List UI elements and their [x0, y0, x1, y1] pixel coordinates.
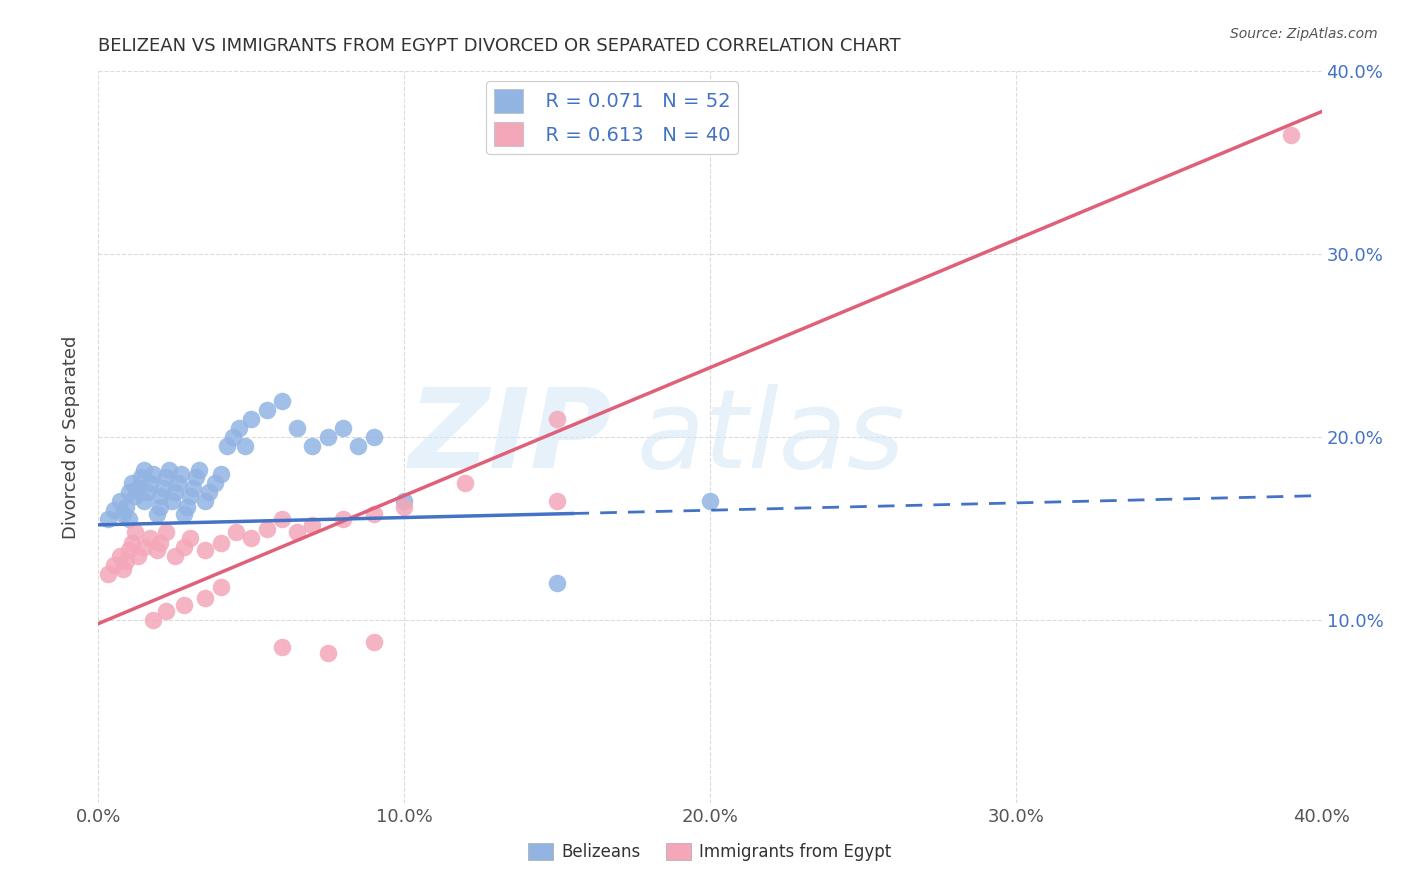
Point: [149, 536, 172, 550]
Point: [186, 470, 208, 484]
Point: [176, 500, 198, 514]
Point: [139, 475, 162, 490]
Point: [270, 512, 292, 526]
Point: [127, 481, 149, 495]
Point: [332, 421, 354, 435]
Point: [194, 591, 217, 605]
Point: [97, 567, 120, 582]
Point: [179, 531, 201, 545]
Point: [332, 512, 354, 526]
Point: [173, 540, 195, 554]
Point: [285, 525, 308, 540]
Point: [301, 439, 323, 453]
Point: [149, 500, 172, 514]
Text: ZIP: ZIP: [409, 384, 612, 491]
Point: [204, 475, 226, 490]
Point: [103, 558, 125, 573]
Point: [111, 507, 134, 521]
Point: [145, 543, 167, 558]
Point: [1279, 128, 1302, 143]
Point: [454, 475, 477, 490]
Point: [136, 485, 159, 500]
Point: [118, 485, 141, 500]
Point: [256, 521, 278, 535]
Point: [103, 503, 125, 517]
Point: [197, 485, 219, 500]
Point: [215, 439, 238, 453]
Point: [240, 531, 263, 545]
Point: [134, 463, 156, 477]
Point: [124, 489, 146, 503]
Text: BELIZEAN VS IMMIGRANTS FROM EGYPT DIVORCED OR SEPARATED CORRELATION CHART: BELIZEAN VS IMMIGRANTS FROM EGYPT DIVORC…: [98, 37, 901, 54]
Point: [163, 549, 186, 563]
Point: [228, 421, 250, 435]
Point: [149, 489, 172, 503]
Point: [121, 475, 143, 490]
Point: [181, 481, 204, 495]
Point: [118, 543, 141, 558]
Point: [124, 525, 146, 540]
Point: [160, 494, 183, 508]
Point: [145, 507, 167, 521]
Point: [363, 430, 385, 444]
Point: [134, 540, 156, 554]
Point: [363, 507, 385, 521]
Point: [127, 549, 149, 563]
Point: [392, 494, 416, 508]
Point: [155, 470, 177, 484]
Point: [173, 599, 195, 613]
Point: [194, 494, 217, 508]
Point: [209, 536, 232, 550]
Point: [115, 500, 138, 514]
Point: [118, 512, 141, 526]
Point: [316, 430, 339, 444]
Point: [233, 439, 256, 453]
Point: [142, 467, 165, 481]
Point: [170, 467, 193, 481]
Point: [194, 543, 217, 558]
Point: [225, 525, 247, 540]
Point: [699, 494, 721, 508]
Point: [155, 525, 177, 540]
Point: [209, 580, 232, 594]
Point: [363, 635, 385, 649]
Point: [240, 412, 263, 426]
Text: Source: ZipAtlas.com: Source: ZipAtlas.com: [1230, 27, 1378, 41]
Point: [301, 517, 323, 532]
Y-axis label: Divorced or Separated: Divorced or Separated: [62, 335, 80, 539]
Point: [157, 463, 180, 477]
Point: [546, 412, 568, 426]
Point: [97, 512, 120, 526]
Point: [347, 439, 370, 453]
Point: [285, 421, 308, 435]
Point: [163, 485, 186, 500]
Point: [270, 640, 292, 655]
Point: [142, 613, 165, 627]
Point: [209, 467, 232, 481]
Point: [115, 554, 138, 568]
Point: [188, 463, 211, 477]
Point: [152, 481, 174, 495]
Point: [167, 475, 190, 490]
Point: [270, 393, 292, 408]
Point: [392, 500, 416, 514]
Point: [134, 494, 156, 508]
Point: [546, 494, 568, 508]
Point: [129, 470, 152, 484]
Point: [108, 494, 131, 508]
Point: [546, 576, 568, 591]
Point: [111, 562, 134, 576]
Point: [316, 646, 339, 660]
Point: [179, 489, 201, 503]
Point: [139, 531, 162, 545]
Point: [222, 430, 245, 444]
Text: atlas: atlas: [637, 384, 905, 491]
Point: [108, 549, 131, 563]
Point: [155, 604, 177, 618]
Point: [121, 536, 143, 550]
Point: [256, 402, 278, 417]
Point: [173, 507, 195, 521]
Legend: Belizeans, Immigrants from Egypt: Belizeans, Immigrants from Egypt: [522, 836, 898, 868]
